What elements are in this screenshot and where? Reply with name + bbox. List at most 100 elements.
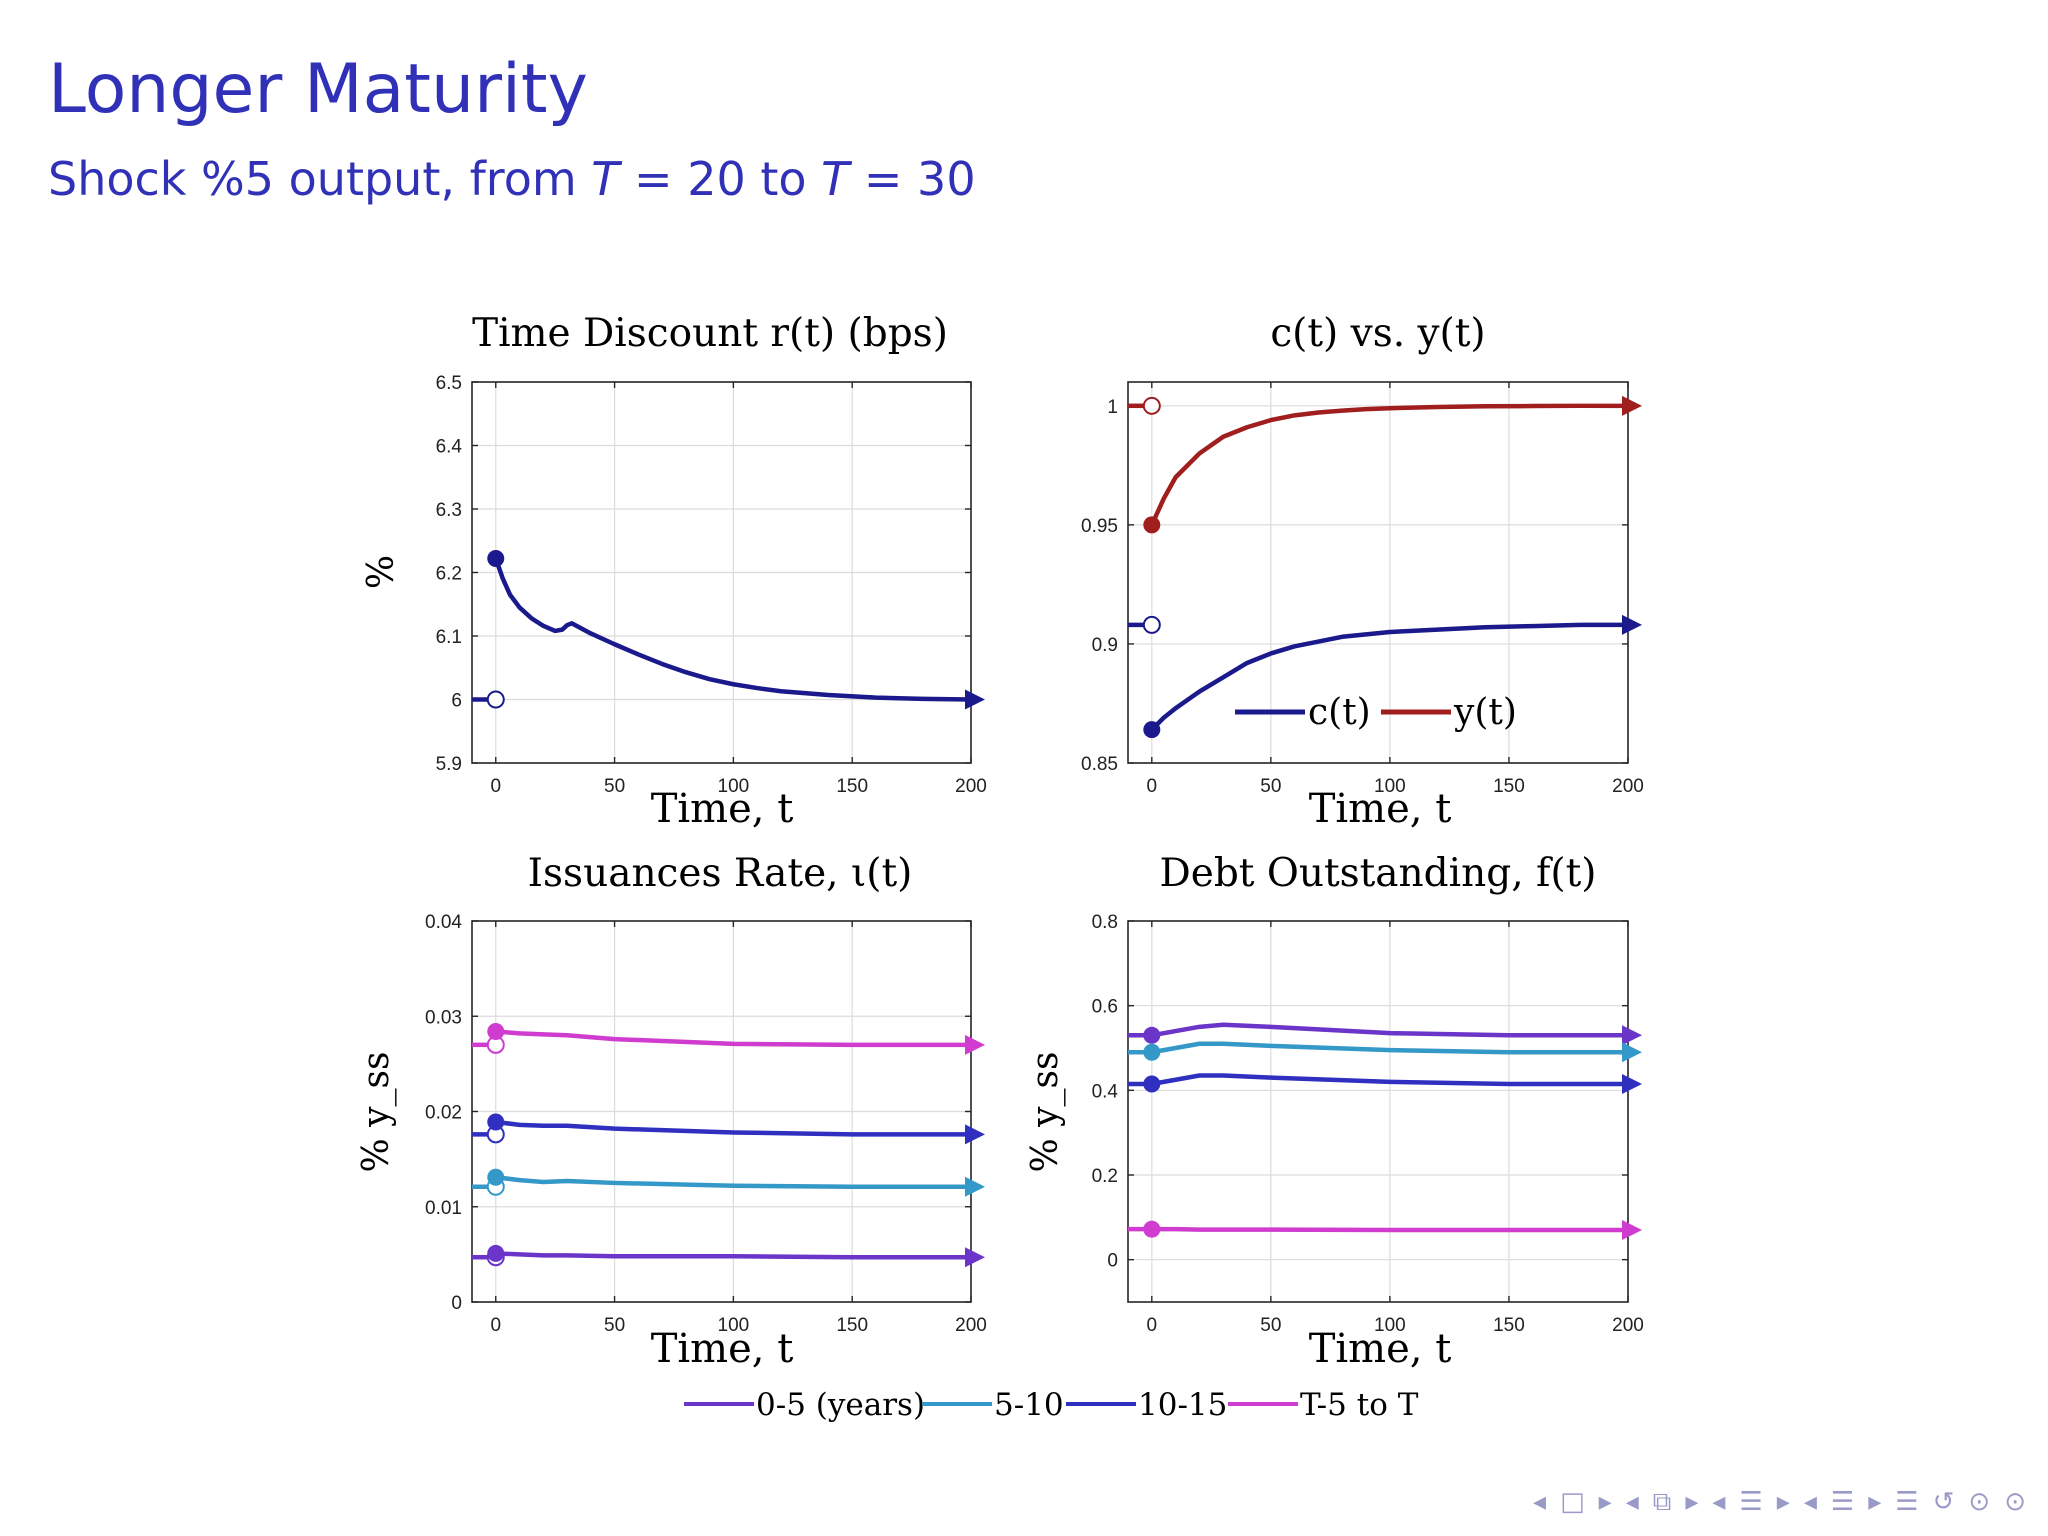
nav-prev-section-icon[interactable]: ◂	[1712, 1487, 1728, 1517]
start-point-marker	[487, 1022, 505, 1040]
y-tick-label: 6.4	[436, 437, 463, 458]
chart-title: Debt Outstanding, f(t)	[1159, 851, 1596, 896]
y-tick-label: 0.01	[425, 1198, 462, 1219]
steady-state-marker	[1142, 396, 1161, 415]
x-axis-label: Time, t	[651, 1326, 794, 1372]
nav-frame-icon[interactable]: □	[1560, 1487, 1587, 1517]
y-axis-label: %	[361, 555, 402, 589]
series-1	[472, 550, 985, 710]
subtitle-var-1: T	[591, 152, 620, 206]
beamer-navigation: ◂ □ ▸ ◂ ⧉ ▸ ◂ ☰ ▸ ◂ ☰ ▸ ☰ ↺ ⊙ ⊙	[1527, 1487, 2034, 1518]
x-tick-label: 50	[1260, 1315, 1281, 1336]
end-arrow-marker	[965, 1176, 985, 1197]
y-tick-label: 5.9	[436, 754, 462, 775]
series-line	[1149, 1226, 1631, 1233]
end-arrow-marker	[1622, 1220, 1642, 1241]
x-tick-label: 100	[1374, 1315, 1406, 1336]
x-tick-label: 50	[1260, 776, 1281, 797]
x-axis-label: Time, t	[651, 786, 794, 832]
series-2	[1128, 1041, 1642, 1063]
legend-label: 0-5 (years)	[756, 1387, 925, 1423]
y-tick-label: 0.04	[425, 912, 462, 933]
y-tick-label: 6.1	[436, 627, 462, 648]
nav-next-section-icon[interactable]: ▸	[1776, 1487, 1792, 1517]
series-1	[1128, 1022, 1642, 1046]
x-tick-label: 100	[718, 776, 750, 797]
chart-panel-3: 0 50 100 150 200 0 0.01 0.02 0.03 0.04 Issuances R…	[356, 851, 987, 1372]
y-tick-label: 0	[451, 1293, 462, 1314]
x-tick-label: 50	[604, 776, 625, 797]
y-tick-label: 6.5	[436, 373, 462, 394]
end-arrow-marker	[1622, 395, 1642, 416]
legend-label: c(t)	[1308, 692, 1371, 733]
chart-title: Time Discount r(t) (bps)	[472, 311, 948, 356]
nav-toc-icon[interactable]: ☰	[1895, 1487, 1921, 1517]
y-tick-label: 0.03	[425, 1007, 462, 1028]
steady-state-marker	[486, 690, 505, 709]
axes-box	[1127, 381, 1629, 764]
series-line	[493, 1029, 974, 1048]
x-tick-label: 0	[490, 776, 501, 797]
legend-label: y(t)	[1453, 692, 1517, 733]
legend-label: T-5 to T	[1300, 1387, 1419, 1423]
nav-subsection-icon[interactable]: ⧉	[1652, 1487, 1674, 1517]
nav-zoom-icon[interactable]: ⊙	[2004, 1487, 2028, 1517]
subtitle-var-2: T	[821, 152, 850, 206]
series-line	[1149, 1073, 1631, 1087]
y-axis-label: % y_ss	[356, 1052, 397, 1173]
nav-search-icon[interactable]: ⊙	[1968, 1487, 1993, 1517]
nav-back-icon[interactable]: ↺	[1932, 1487, 1957, 1517]
legend-label: 5-10	[994, 1387, 1064, 1423]
series-line	[1149, 403, 1631, 528]
series-line	[493, 1251, 974, 1260]
y-tick-label: 6.3	[436, 500, 462, 521]
subtitle-text-3: = 30	[849, 152, 976, 206]
nav-section-icon[interactable]: ☰	[1739, 1487, 1765, 1517]
y-tick-label: 0.4	[1092, 1081, 1119, 1102]
end-arrow-marker	[965, 1124, 985, 1145]
y-tick-label: 0.9	[1092, 635, 1118, 656]
nav-next-frame-icon[interactable]: ▸	[1598, 1487, 1614, 1517]
x-tick-label: 200	[955, 1315, 987, 1336]
y-tick-label: 0.85	[1081, 754, 1118, 775]
series-line	[493, 556, 974, 702]
subtitle-text-2: = 20 to	[619, 152, 822, 206]
start-point-marker	[487, 550, 505, 568]
end-arrow-marker	[1622, 1073, 1642, 1094]
nav-prev-frame-icon[interactable]: ◂	[1533, 1487, 1549, 1517]
start-point-marker	[487, 1113, 505, 1131]
x-tick-label: 200	[955, 776, 987, 797]
series-1	[472, 1244, 985, 1268]
nav-next-subsection-icon[interactable]: ▸	[1685, 1487, 1701, 1517]
nav-prev-subsection-icon[interactable]: ◂	[1625, 1487, 1641, 1517]
x-axis-label: Time, t	[1309, 786, 1452, 832]
start-point-marker	[1143, 1075, 1161, 1093]
chart-panel-1: 0 50 100 150 200 5.9 6 6.1 6.2 6.3 6.4 6.5 Time Disc…	[361, 311, 987, 832]
series-line	[1149, 1022, 1631, 1038]
steady-state-marker	[1142, 615, 1161, 634]
end-arrow-marker	[1622, 1042, 1642, 1063]
y-tick-label: 6.2	[436, 564, 462, 585]
legend-cy: c(t) y(t)	[1235, 692, 1517, 733]
nav-align-icon[interactable]: ☰	[1830, 1487, 1857, 1517]
legend-maturity: 0-5 (years) 5-10 10-15 T-5 to T	[684, 1387, 1419, 1423]
y-tick-label: 0.8	[1092, 912, 1118, 933]
nav-prev-slide-icon[interactable]: ◂	[1803, 1487, 1819, 1517]
subtitle-text-1: Shock %5 output, from	[48, 152, 592, 206]
chart-panel-4: 0 50 100 150 200 0 0.2 0.4 0.6 0.8 Debt Outstandin…	[1025, 851, 1644, 1372]
series-4	[472, 1022, 985, 1055]
x-tick-label: 0	[1147, 1315, 1158, 1336]
x-tick-label: 200	[1612, 776, 1644, 797]
x-tick-label: 150	[836, 776, 868, 797]
x-tick-label: 150	[1493, 1315, 1525, 1336]
axes-box	[1127, 920, 1629, 1303]
start-point-marker	[1143, 1220, 1161, 1238]
chart-title: c(t) vs. y(t)	[1270, 311, 1485, 356]
nav-next-slide-icon[interactable]: ▸	[1868, 1487, 1884, 1517]
start-point-marker	[1143, 516, 1161, 534]
x-tick-label: 50	[604, 1315, 625, 1336]
end-arrow-marker	[1622, 1025, 1642, 1046]
start-point-marker	[487, 1244, 505, 1262]
y-tick-label: 0.2	[1092, 1166, 1118, 1187]
